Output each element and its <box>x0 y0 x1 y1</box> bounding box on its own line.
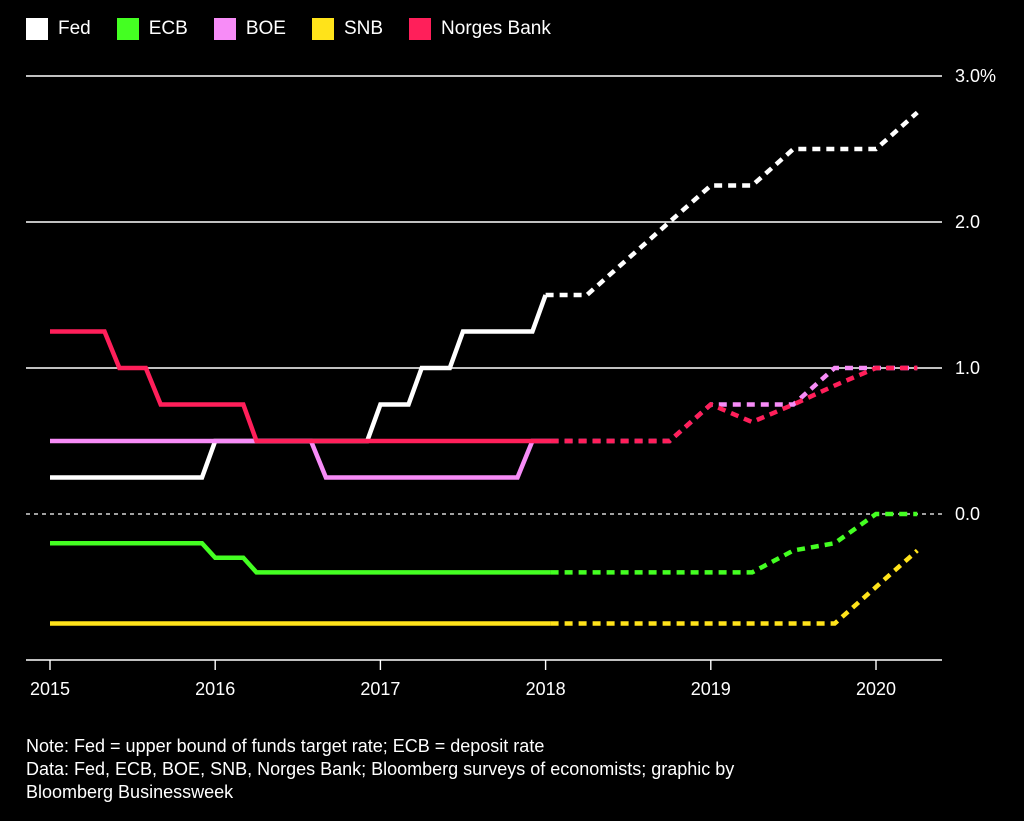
series-line-norges-bank-actual <box>50 329 551 444</box>
legend-label-boe: BOE <box>245 18 286 39</box>
legend-swatch-fed <box>26 18 48 40</box>
series-line-boe-actual <box>50 438 551 480</box>
legend-item-norges-bank: Norges Bank <box>409 18 551 40</box>
series-line-fed-forecast <box>545 110 919 298</box>
chart-notes: Note: Fed = upper bound of funds target … <box>26 735 846 804</box>
legend: Fed ECB BOE SNB Norges Bank <box>26 18 577 40</box>
x-tick-label: 2017 <box>360 679 400 699</box>
x-tick-label: 2015 <box>30 679 70 699</box>
legend-label-ecb: ECB <box>148 18 188 39</box>
x-tick-label: 2019 <box>691 679 731 699</box>
source-line-continued: Bloomberg Businessweek <box>26 782 234 802</box>
legend-label-norges-bank: Norges Bank <box>441 18 551 39</box>
legend-swatch-snb <box>311 18 334 40</box>
legend-swatch-boe <box>213 18 236 40</box>
legend-swatch-norges-bank <box>409 18 432 40</box>
y-tick-label: 0.0 <box>955 504 980 524</box>
x-tick-label: 2020 <box>856 679 896 699</box>
legend-label-fed: Fed <box>58 18 91 39</box>
x-tick-label: 2016 <box>195 679 235 699</box>
series-line-ecb-forecast <box>550 511 918 575</box>
x-tick-label: 2018 <box>526 679 566 699</box>
y-tick-label: 1.0 <box>955 358 980 378</box>
series-line-boe-forecast <box>550 365 918 444</box>
series-line-norges-bank-forecast <box>550 365 918 444</box>
series-line-fed-actual <box>50 294 548 480</box>
y-tick-label: 2.0 <box>955 212 980 232</box>
source-line: Data: Fed, ECB, BOE, SNB, Norges Bank; B… <box>26 759 735 779</box>
series-line-snb-forecast <box>550 548 919 626</box>
legend-item-snb: SNB <box>311 18 384 40</box>
legend-item-boe: BOE <box>213 18 286 40</box>
series-line-ecb-actual <box>50 540 551 575</box>
legend-swatch-ecb <box>116 18 139 40</box>
y-tick-label: 3.0% <box>955 66 996 86</box>
legend-item-fed: Fed <box>26 18 91 40</box>
legend-label-snb: SNB <box>343 18 384 39</box>
legend-item-ecb: ECB <box>116 18 188 40</box>
note-line: Note: Fed = upper bound of funds target … <box>26 736 545 756</box>
